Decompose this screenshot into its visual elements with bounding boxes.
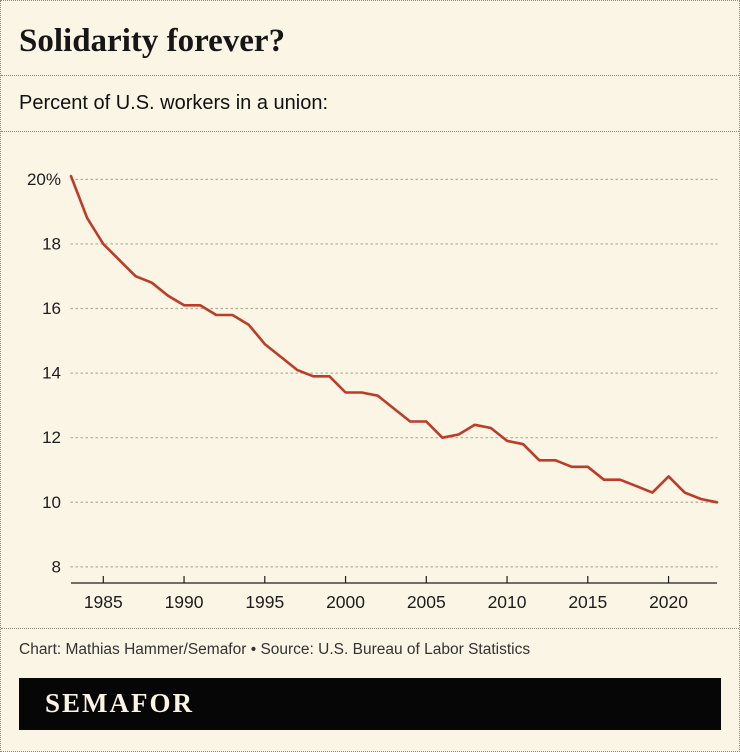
semafor-wordmark: SEMAFOR <box>45 688 194 719</box>
svg-text:1995: 1995 <box>245 592 284 612</box>
svg-text:2020: 2020 <box>649 592 688 612</box>
chart-area: 8 10 12 14 16 18 20% 1985 1990 1995 2000 2005 2010 20… <box>1 132 739 628</box>
svg-text:2015: 2015 <box>568 592 607 612</box>
svg-text:10: 10 <box>42 493 61 512</box>
divider-under-subtitle <box>1 130 739 132</box>
page-title: Solidarity forever? <box>19 23 286 59</box>
semafor-logo-banner: SEMAFOR <box>19 677 721 730</box>
svg-text:2005: 2005 <box>407 592 446 612</box>
svg-text:1990: 1990 <box>165 592 204 612</box>
svg-text:1985: 1985 <box>84 592 123 612</box>
chart-subtitle: Percent of U.S. workers in a union: <box>19 91 329 114</box>
semafor-chart-card: Solidarity forever? Percent of U.S. work… <box>1 1 739 730</box>
svg-text:20%: 20% <box>27 170 61 189</box>
svg-text:2000: 2000 <box>326 592 365 612</box>
svg-text:18: 18 <box>42 234 61 253</box>
svg-text:14: 14 <box>42 364 61 383</box>
svg-text:2010: 2010 <box>488 592 527 612</box>
svg-text:12: 12 <box>42 428 61 447</box>
svg-text:8: 8 <box>52 557 61 576</box>
divider-above-credit <box>1 627 739 629</box>
chart-credit: Chart: Mathias Hammer/Semafor • Source: … <box>19 640 531 658</box>
union-line-chart: 8 10 12 14 16 18 20% 1985 1990 1995 2000 2005 2010 20… <box>27 170 719 612</box>
svg-text:16: 16 <box>42 299 61 318</box>
divider-under-title <box>1 74 739 76</box>
